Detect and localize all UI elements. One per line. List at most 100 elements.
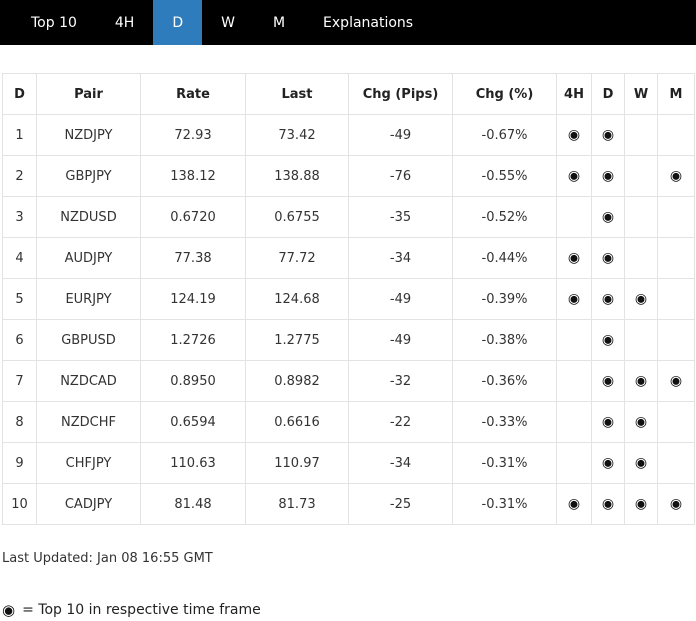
marker-4h-icon bbox=[556, 196, 592, 238]
marker-4h-icon: ◉ bbox=[556, 114, 592, 156]
marker-w-icon bbox=[624, 114, 658, 156]
marker-m-icon: ◉ bbox=[657, 155, 695, 197]
rate-cell: 77.38 bbox=[140, 237, 246, 279]
last-updated-text: Last Updated: Jan 08 16:55 GMT bbox=[2, 551, 213, 566]
marker-d-icon: ◉ bbox=[591, 114, 625, 156]
table-row: 7 NZDCAD 0.8950 0.8982 -32 -0.36% ◉ ◉ ◉ bbox=[2, 360, 695, 402]
chg-pips-cell: -22 bbox=[348, 401, 453, 443]
marker-4h-icon bbox=[556, 401, 592, 443]
pair-cell: CHFJPY bbox=[36, 442, 141, 484]
rate-cell: 0.8950 bbox=[140, 360, 246, 402]
marker-4h-icon bbox=[556, 319, 592, 361]
rate-cell: 0.6720 bbox=[140, 196, 246, 238]
last-cell: 0.8982 bbox=[245, 360, 349, 402]
marker-w-icon: ◉ bbox=[624, 401, 658, 443]
chg-pct-cell: -0.55% bbox=[452, 155, 557, 197]
marker-d-icon: ◉ bbox=[591, 237, 625, 279]
rank-cell: 8 bbox=[2, 401, 37, 443]
marker-4h-icon bbox=[556, 360, 592, 402]
rank-cell: 3 bbox=[2, 196, 37, 238]
marker-m-icon bbox=[657, 401, 695, 443]
rank-cell: 9 bbox=[2, 442, 37, 484]
last-cell: 73.42 bbox=[245, 114, 349, 156]
rate-cell: 72.93 bbox=[140, 114, 246, 156]
marker-d-icon: ◉ bbox=[591, 319, 625, 361]
tab-explanations[interactable]: Explanations bbox=[323, 14, 414, 31]
pair-cell: NZDCAD bbox=[36, 360, 141, 402]
marker-d-icon: ◉ bbox=[591, 442, 625, 484]
legend-text: = Top 10 in respective time frame bbox=[22, 602, 261, 618]
header-m: M bbox=[657, 73, 695, 115]
chg-pct-cell: -0.52% bbox=[452, 196, 557, 238]
rate-cell: 81.48 bbox=[140, 483, 246, 525]
rank-cell: 5 bbox=[2, 278, 37, 320]
marker-w-icon bbox=[624, 237, 658, 279]
last-cell: 124.68 bbox=[245, 278, 349, 320]
legend: ◉ = Top 10 in respective time frame bbox=[2, 602, 696, 618]
tab-w[interactable]: W bbox=[221, 14, 235, 31]
marker-d-icon: ◉ bbox=[591, 401, 625, 443]
marker-w-icon: ◉ bbox=[624, 442, 658, 484]
rate-cell: 138.12 bbox=[140, 155, 246, 197]
chg-pct-cell: -0.31% bbox=[452, 442, 557, 484]
chg-pips-cell: -49 bbox=[348, 114, 453, 156]
marker-m-icon bbox=[657, 237, 695, 279]
table-row: 5 EURJPY 124.19 124.68 -49 -0.39% ◉ ◉ ◉ bbox=[2, 278, 695, 320]
marker-w-icon: ◉ bbox=[624, 278, 658, 320]
pair-cell: AUDJPY bbox=[36, 237, 141, 279]
header-rank: D bbox=[2, 73, 37, 115]
chg-pct-cell: -0.33% bbox=[452, 401, 557, 443]
bullseye-icon: ◉ bbox=[2, 600, 16, 619]
chg-pips-cell: -35 bbox=[348, 196, 453, 238]
pair-cell: GBPUSD bbox=[36, 319, 141, 361]
marker-m-icon: ◉ bbox=[657, 483, 695, 525]
marker-d-icon: ◉ bbox=[591, 483, 625, 525]
last-cell: 81.73 bbox=[245, 483, 349, 525]
marker-m-icon: ◉ bbox=[657, 360, 695, 402]
marker-4h-icon: ◉ bbox=[556, 155, 592, 197]
chg-pct-cell: -0.39% bbox=[452, 278, 557, 320]
table-header-row: D Pair Rate Last Chg (Pips) Chg (%) 4H D… bbox=[2, 73, 695, 115]
rank-cell: 2 bbox=[2, 155, 37, 197]
chg-pct-cell: -0.44% bbox=[452, 237, 557, 279]
marker-m-icon bbox=[657, 319, 695, 361]
tab-top10[interactable]: Top 10 bbox=[31, 14, 77, 31]
last-cell: 1.2775 bbox=[245, 319, 349, 361]
table-row: 4 AUDJPY 77.38 77.72 -34 -0.44% ◉ ◉ bbox=[2, 237, 695, 279]
table-row: 9 CHFJPY 110.63 110.97 -34 -0.31% ◉ ◉ bbox=[2, 442, 695, 484]
chg-pips-cell: -49 bbox=[348, 278, 453, 320]
chg-pips-cell: -34 bbox=[348, 237, 453, 279]
table-row: 3 NZDUSD 0.6720 0.6755 -35 -0.52% ◉ bbox=[2, 196, 695, 238]
table-row: 10 CADJPY 81.48 81.73 -25 -0.31% ◉ ◉ ◉ ◉ bbox=[2, 483, 695, 525]
pair-cell: NZDJPY bbox=[36, 114, 141, 156]
header-chg-pct: Chg (%) bbox=[452, 73, 557, 115]
marker-4h-icon bbox=[556, 442, 592, 484]
pair-cell: NZDCHF bbox=[36, 401, 141, 443]
marker-d-icon: ◉ bbox=[591, 360, 625, 402]
pair-cell: NZDUSD bbox=[36, 196, 141, 238]
header-4h: 4H bbox=[556, 73, 592, 115]
table-row: 8 NZDCHF 0.6594 0.6616 -22 -0.33% ◉ ◉ bbox=[2, 401, 695, 443]
header-d: D bbox=[591, 73, 625, 115]
tab-d[interactable]: D bbox=[153, 0, 203, 45]
marker-m-icon bbox=[657, 114, 695, 156]
marker-m-icon bbox=[657, 196, 695, 238]
timeframe-tab-bar: Top 10 4H D W M Explanations bbox=[0, 0, 696, 45]
table-row: 2 GBPJPY 138.12 138.88 -76 -0.55% ◉ ◉ ◉ bbox=[2, 155, 695, 197]
chg-pct-cell: -0.36% bbox=[452, 360, 557, 402]
last-cell: 77.72 bbox=[245, 237, 349, 279]
tab-m[interactable]: M bbox=[272, 14, 286, 31]
chg-pct-cell: -0.38% bbox=[452, 319, 557, 361]
chg-pips-cell: -25 bbox=[348, 483, 453, 525]
pair-cell: EURJPY bbox=[36, 278, 141, 320]
rank-cell: 6 bbox=[2, 319, 37, 361]
chg-pips-cell: -49 bbox=[348, 319, 453, 361]
marker-4h-icon: ◉ bbox=[556, 278, 592, 320]
chg-pips-cell: -76 bbox=[348, 155, 453, 197]
last-cell: 0.6755 bbox=[245, 196, 349, 238]
pair-cell: GBPJPY bbox=[36, 155, 141, 197]
marker-w-icon bbox=[624, 196, 658, 238]
table-row: 1 NZDJPY 72.93 73.42 -49 -0.67% ◉ ◉ bbox=[2, 114, 695, 156]
tab-4h[interactable]: 4H bbox=[114, 14, 135, 31]
marker-4h-icon: ◉ bbox=[556, 237, 592, 279]
